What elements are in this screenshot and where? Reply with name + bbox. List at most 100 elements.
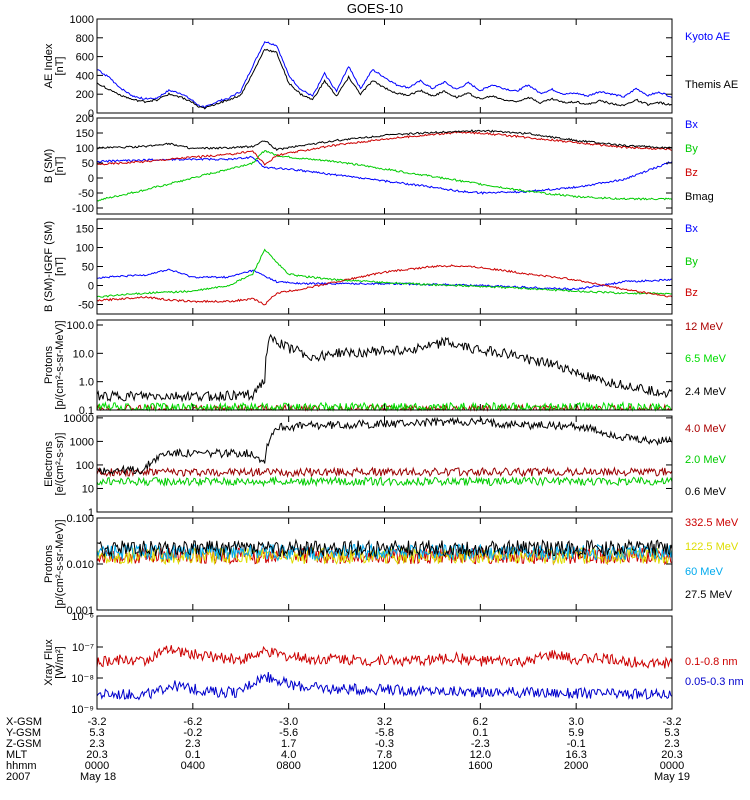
y-tick-label: 0 <box>88 281 94 293</box>
legend-entry: Themis AE <box>685 79 738 91</box>
y-tick-label: 10⁻⁸ <box>71 673 94 685</box>
panel-frame <box>96 415 673 513</box>
footer-value: 1600 <box>468 760 492 772</box>
panel-5: 10000 1000 100 10 1 Electrons [e/(cm²-s-sr)] 4.… <box>43 413 727 519</box>
y-axis-label: Electrons <box>43 441 55 487</box>
y-tick-label: 0.010 <box>66 559 94 571</box>
y-tick-label: 150 <box>76 128 94 140</box>
y-axis-label: [W/m²] <box>54 646 66 678</box>
footer-row-label: MLT <box>6 749 27 761</box>
footer-value: -6.2 <box>183 716 202 728</box>
legend-entry: 2.4 MeV <box>685 386 727 398</box>
footer-value: 6.2 <box>473 716 488 728</box>
y-axis-label: Protons <box>43 346 55 384</box>
series-line-27-5-mev <box>97 538 673 558</box>
footer-value: 3.0 <box>569 716 584 728</box>
footer-value: 20.3 <box>86 749 107 761</box>
footer-value: 2.3 <box>89 738 104 750</box>
footer-value: -0.1 <box>567 738 586 750</box>
series-line-bx <box>96 155 673 195</box>
footer-value: 16.3 <box>565 749 586 761</box>
y-tick-label: 0.100 <box>66 513 94 525</box>
series-line-bz <box>96 264 673 306</box>
y-tick-label: 200 <box>76 113 94 125</box>
legend-entry: 12 MeV <box>685 321 724 333</box>
y-tick-label: -50 <box>78 188 94 200</box>
footer-value: -5.8 <box>375 727 394 739</box>
panel-7: 10⁻⁶ 10⁻⁷ 10⁻⁸ 10⁻⁹ Xray Flux [W/m²] 0.1-0.8 n… <box>43 611 744 716</box>
orbit-footer: X-GSM -3.2 -6.2 -3.0 3.2 6.2 3.0 -3.2 Y-GSM 5.3 -0… <box>6 716 690 783</box>
panel-frame <box>96 117 673 215</box>
series-line-by <box>96 248 673 298</box>
y-tick-label: 10⁻⁶ <box>71 611 94 623</box>
y-axis-label: [p/(cm²-s-sr-MeV)] <box>54 519 66 608</box>
footer-value: 0800 <box>276 760 300 772</box>
footer-value: 2.3 <box>185 738 200 750</box>
series-line-themis-ae <box>96 48 673 110</box>
footer-value: 3.2 <box>377 716 392 728</box>
footer-value: 0.1 <box>473 727 488 739</box>
footer-value: 0000 <box>660 760 684 772</box>
legend-entry: 2.0 MeV <box>685 454 727 466</box>
footer-value: -3.2 <box>663 716 682 728</box>
footer-value: 2000 <box>564 760 588 772</box>
y-tick-label: 200 <box>76 89 94 101</box>
legend-entry: 122.5 MeV <box>685 541 739 553</box>
y-tick-label: 1.0 <box>79 377 94 389</box>
footer-value: -5.6 <box>279 727 298 739</box>
footer-value: 7.8 <box>377 749 392 761</box>
series-line-0-6-mev <box>96 416 673 475</box>
legend-entry: Bz <box>685 167 698 179</box>
legend-entry: 0.05-0.3 nm <box>685 676 744 688</box>
footer-value: 1.7 <box>281 738 296 750</box>
footer-value: -0.2 <box>183 727 202 739</box>
y-tick-label: 0.001 <box>66 605 94 617</box>
y-axis-label: B (SM)-IGRF (SM) <box>43 221 55 312</box>
y-tick-label: 10⁻⁷ <box>72 642 94 654</box>
footer-value: 5.3 <box>89 727 104 739</box>
y-tick-label: 600 <box>76 52 94 64</box>
footer-value: 12.0 <box>470 749 491 761</box>
series-line-kyoto-ae <box>96 41 673 110</box>
y-tick-label: 1 <box>88 507 94 519</box>
footer-value: 5.3 <box>664 727 679 739</box>
series-line-2-0-mev <box>96 475 673 488</box>
footer-value: 0.1 <box>185 749 200 761</box>
legend-entry: Bx <box>685 119 698 131</box>
y-tick-label: 0 <box>88 173 94 185</box>
legend-entry: 0.6 MeV <box>685 486 727 498</box>
panel-frame <box>96 517 673 611</box>
y-tick-label: 50 <box>82 158 94 170</box>
y-axis-label: [nT] <box>54 57 66 76</box>
footer-value: 5.9 <box>569 727 584 739</box>
legend-entry: Bz <box>685 287 698 299</box>
legend-entry: 27.5 MeV <box>685 589 733 601</box>
y-tick-label: 0 <box>88 108 94 120</box>
series-line-by <box>96 150 673 202</box>
footer-value: 20.3 <box>661 749 682 761</box>
y-axis-label: [nT] <box>54 257 66 276</box>
y-tick-label: 50 <box>82 262 94 274</box>
y-axis-label: AE Index <box>43 43 55 88</box>
panel-4: 100.0 10.0 1.0 0.1 Protons [p/(cm²-s-sr-MeV)]… <box>43 319 727 417</box>
legend-entry: 4.0 MeV <box>685 423 727 435</box>
legend-entry: 0.1-0.8 nm <box>685 656 738 668</box>
footer-value: 2.3 <box>664 738 679 750</box>
series-line-bx <box>97 268 673 291</box>
y-tick-label: 100.0 <box>66 320 94 332</box>
series-line-4-0-mev <box>96 466 673 479</box>
series-line-bmag <box>96 129 673 151</box>
panel-6: 0.100 0.010 0.001 Protons [p/(cm²-s-sr-MeV)]… <box>43 513 739 617</box>
footer-value: -0.3 <box>375 738 394 750</box>
y-tick-label: 100 <box>76 143 94 155</box>
y-axis-label: [p/(cm²-s-sr-MeV)] <box>54 320 66 409</box>
legend-entry: Bx <box>685 223 698 235</box>
footer-row-label: Z-GSM <box>6 738 41 750</box>
y-tick-label: 100 <box>76 460 94 472</box>
y-tick-label: 10.0 <box>73 348 94 360</box>
footer-value: 1200 <box>372 760 396 772</box>
y-tick-label: 150 <box>76 224 94 236</box>
footer-value: May 19 <box>654 771 690 783</box>
legend-entry: Kyoto AE <box>685 31 730 43</box>
legend-entry: 6.5 MeV <box>685 353 727 365</box>
